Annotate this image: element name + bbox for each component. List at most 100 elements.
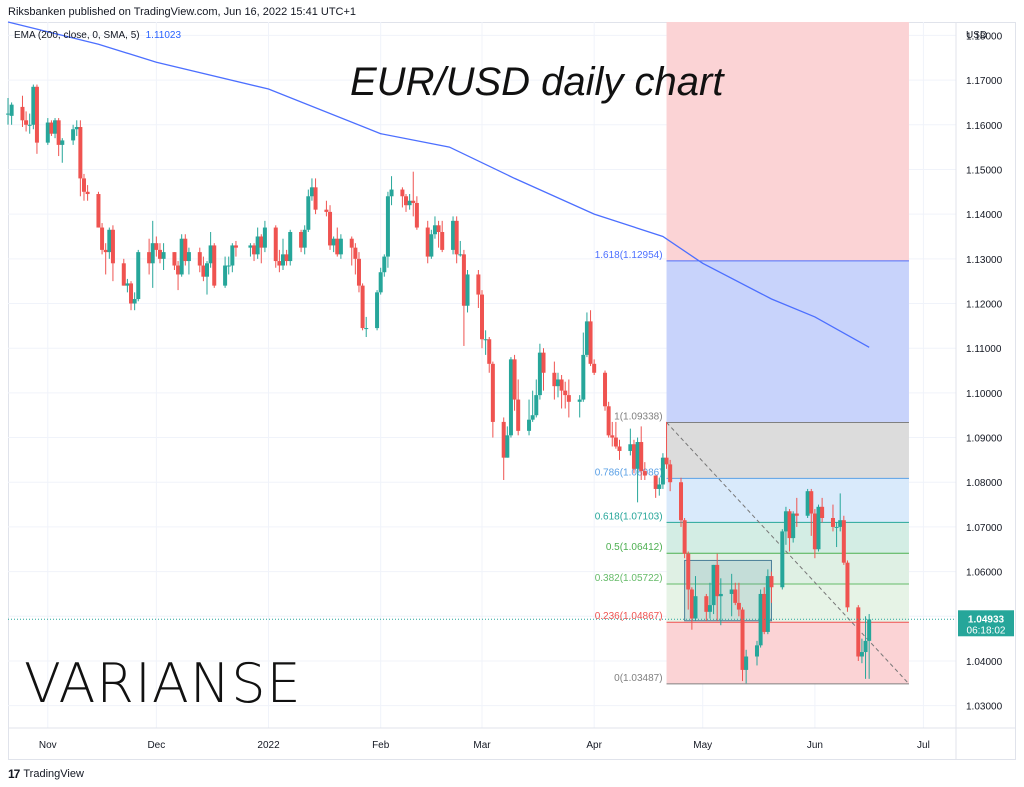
candle bbox=[154, 236, 159, 257]
candle bbox=[754, 640, 759, 666]
candle-body bbox=[794, 513, 799, 516]
candle bbox=[60, 138, 65, 163]
candle-body bbox=[205, 263, 210, 277]
x-tick-label: Jun bbox=[807, 740, 823, 751]
candle bbox=[360, 283, 365, 331]
candle bbox=[461, 249, 466, 346]
candle bbox=[541, 348, 546, 391]
candle-body bbox=[812, 513, 817, 550]
candle bbox=[349, 236, 354, 266]
candle bbox=[588, 310, 593, 367]
candle bbox=[306, 189, 311, 233]
candle bbox=[411, 171, 416, 217]
candle-body bbox=[201, 265, 206, 277]
candle-body bbox=[588, 321, 593, 364]
candle bbox=[81, 173, 86, 201]
fib-band bbox=[666, 260, 909, 423]
candle-body bbox=[107, 229, 112, 253]
candle bbox=[581, 332, 586, 402]
candle bbox=[617, 439, 622, 460]
candle-body bbox=[657, 484, 662, 489]
candle bbox=[375, 290, 380, 331]
candle-body bbox=[744, 656, 749, 670]
candle-body bbox=[378, 272, 383, 293]
candle bbox=[309, 178, 314, 201]
candle bbox=[465, 269, 470, 313]
candle bbox=[201, 256, 206, 282]
candle-body bbox=[841, 520, 846, 563]
candle-body bbox=[783, 511, 788, 532]
candle-body bbox=[740, 609, 745, 670]
candle bbox=[49, 120, 54, 136]
candle-body bbox=[414, 202, 419, 228]
candle-body bbox=[718, 593, 723, 597]
candle bbox=[385, 191, 390, 268]
candle-body bbox=[816, 506, 821, 550]
candle bbox=[150, 220, 155, 288]
candle bbox=[172, 252, 177, 270]
candle-body bbox=[490, 363, 495, 422]
candle bbox=[490, 361, 495, 438]
candle-body bbox=[693, 596, 698, 619]
legend-ema-label: EMA (200, close, 0, SMA, 5) 1.11023 bbox=[14, 30, 181, 41]
candle-body bbox=[197, 252, 202, 266]
candle-body bbox=[501, 421, 506, 458]
candle bbox=[179, 234, 184, 277]
candle-body bbox=[172, 252, 177, 266]
fib-level-label: 0.786(1.08086) bbox=[595, 467, 663, 478]
candle bbox=[248, 243, 253, 257]
candle bbox=[508, 357, 513, 438]
candle-body bbox=[617, 446, 622, 451]
candle bbox=[85, 185, 90, 201]
candle-body bbox=[642, 471, 647, 476]
candle bbox=[356, 252, 361, 293]
candle bbox=[233, 240, 238, 257]
y-tick-label: 1.12000 bbox=[966, 300, 1003, 311]
candle-body bbox=[631, 444, 636, 469]
consolidation-rect bbox=[684, 559, 772, 622]
candle-body bbox=[306, 196, 311, 230]
candle-body bbox=[375, 292, 380, 329]
candle bbox=[505, 426, 510, 458]
candle-body bbox=[9, 104, 14, 116]
candle-body bbox=[765, 576, 770, 632]
candle-body bbox=[454, 220, 459, 255]
candle bbox=[805, 488, 810, 518]
candle-body bbox=[81, 178, 86, 192]
candle-body bbox=[845, 562, 850, 608]
last-price-countdown: 06:18:02 bbox=[967, 625, 1006, 636]
candle bbox=[223, 256, 228, 288]
candle bbox=[176, 261, 181, 291]
candle bbox=[100, 223, 105, 255]
candle-body bbox=[530, 415, 535, 420]
fib-band bbox=[666, 553, 909, 585]
candle bbox=[501, 417, 506, 481]
candle bbox=[259, 234, 264, 264]
candle-body bbox=[49, 122, 54, 134]
candle bbox=[809, 488, 814, 536]
candle bbox=[436, 220, 441, 248]
candle bbox=[288, 229, 293, 266]
candle bbox=[577, 395, 582, 418]
tradingview-footer[interactable]: 17 TradingView bbox=[8, 767, 84, 781]
candle-body bbox=[762, 593, 767, 632]
candle-body bbox=[711, 564, 716, 606]
candle bbox=[273, 225, 278, 268]
currency-label: USD bbox=[966, 30, 987, 41]
candle bbox=[24, 111, 29, 132]
x-tick-label: Nov bbox=[39, 740, 57, 751]
candle bbox=[353, 243, 358, 275]
candle bbox=[157, 243, 162, 264]
candle bbox=[635, 437, 640, 503]
candle bbox=[820, 497, 825, 523]
candle bbox=[205, 261, 210, 295]
candle-body bbox=[110, 229, 115, 264]
candle-body bbox=[309, 187, 314, 197]
candle bbox=[20, 95, 25, 128]
candle-body bbox=[704, 596, 709, 612]
candle bbox=[110, 225, 115, 282]
candle-body bbox=[856, 607, 861, 657]
x-tick-label: Jul bbox=[917, 740, 930, 751]
candle bbox=[425, 220, 430, 264]
